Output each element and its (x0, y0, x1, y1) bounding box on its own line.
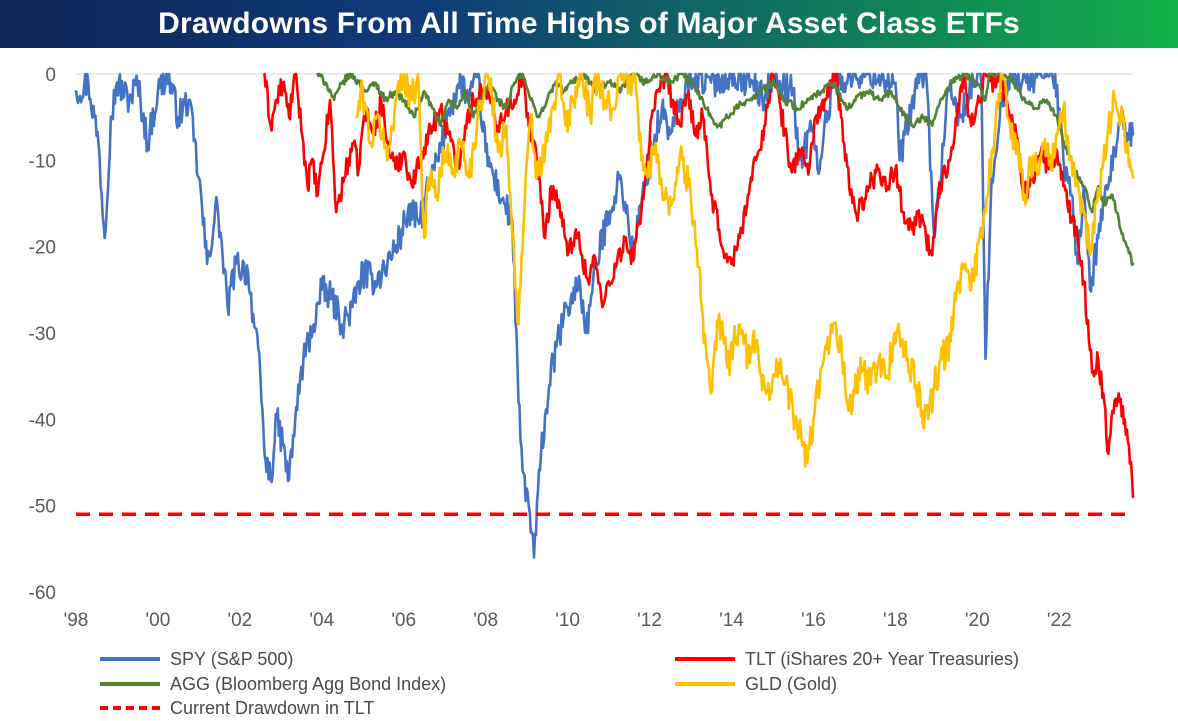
legend-label-gld: GLD (Gold) (745, 673, 838, 694)
y-tick-label: -20 (29, 238, 56, 259)
x-tick-label: '22 (1047, 610, 1072, 631)
legend-label-tlt: TLT (iShares 20+ Year Treasuries) (745, 648, 1019, 669)
y-tick-label: -40 (29, 410, 56, 431)
legend-item-gld: GLD (Gold) (675, 671, 837, 697)
legend-item-spy: SPY (S&P 500) (100, 646, 293, 672)
legend-swatch-agg (100, 682, 160, 686)
legend-item-current: Current Drawdown in TLT (100, 695, 374, 721)
x-tick-label: '14 (719, 610, 744, 631)
x-tick-label: '20 (965, 610, 990, 631)
legend-swatch-current (100, 706, 160, 710)
series-layer (74, 72, 1135, 559)
legend-label-current: Current Drawdown in TLT (170, 697, 375, 718)
y-tick-label: -10 (29, 151, 56, 172)
y-tick-label: -60 (29, 583, 56, 604)
x-tick-label: '08 (473, 610, 498, 631)
x-tick-label: '12 (637, 610, 662, 631)
series-agg-line (316, 72, 1135, 267)
x-tick-label: '18 (883, 610, 908, 631)
y-tick-label: -30 (29, 324, 56, 345)
series-tlt-line (263, 72, 1135, 499)
x-tick-label: '02 (227, 610, 252, 631)
legend-item-tlt: TLT (iShares 20+ Year Treasuries) (675, 646, 1019, 672)
x-tick-label: '98 (64, 610, 89, 631)
chart-title: Drawdowns From All Time Highs of Major A… (158, 7, 1020, 40)
y-axis-ticks: 0 -10 -20 -30 -40 -50 -60 (29, 65, 1133, 604)
x-tick-label: '00 (146, 610, 171, 631)
x-axis-ticks: '98 '00 '02 '04 '06 '08 '10 '12 '14 '16 '18 '20 '22 (64, 610, 1072, 631)
series-gld-line (355, 72, 1135, 468)
legend-swatch-spy (100, 657, 160, 661)
x-tick-label: '04 (309, 610, 334, 631)
legend-label-spy: SPY (S&P 500) (170, 648, 294, 669)
title-bar: Drawdowns From All Time Highs of Major A… (0, 0, 1178, 48)
chart-plot: 0 -10 -20 -30 -40 -50 -60 '98 '00 '02 '04 '06 '08 '1… (29, 65, 1135, 631)
x-tick-label: '06 (391, 610, 416, 631)
x-tick-label: '10 (555, 610, 580, 631)
legend-item-agg: AGG (Bloomberg Agg Bond Index) (100, 671, 446, 697)
y-tick-label: 0 (45, 65, 56, 86)
y-tick-label: -50 (29, 497, 56, 518)
legend: SPY (S&P 500) TLT (iShares 20+ Year Trea… (0, 640, 1178, 721)
series-spy-line (74, 72, 1135, 559)
x-tick-label: '16 (801, 610, 826, 631)
legend-swatch-gld (675, 682, 735, 686)
legend-label-agg: AGG (Bloomberg Agg Bond Index) (170, 673, 447, 694)
legend-swatch-tlt (675, 657, 735, 661)
